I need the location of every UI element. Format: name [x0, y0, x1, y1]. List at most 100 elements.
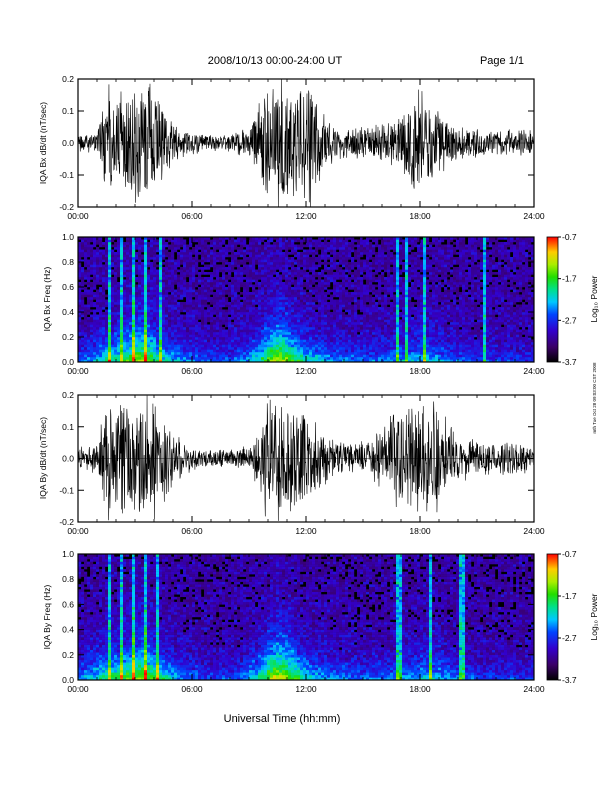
spectrogram-cell [354, 239, 358, 243]
spectrogram-cell [330, 334, 334, 338]
spectrogram-cell [375, 244, 379, 248]
spectrogram-cell [144, 287, 148, 290]
spectrogram-cell [282, 307, 286, 310]
spectrogram-cell [309, 284, 313, 288]
spectrogram-cell [387, 339, 391, 343]
spectrogram-cell [105, 284, 109, 288]
spectrogram-cell [276, 252, 280, 255]
spectrogram-cell [351, 332, 355, 335]
spectrogram-cell [204, 352, 208, 355]
spectrogram-cell [387, 262, 391, 265]
spectrogram-cell [294, 282, 298, 285]
spectrogram-cell [93, 274, 97, 278]
spectrogram-cell [312, 252, 316, 255]
spectrogram-cell [243, 334, 247, 338]
spectrogram-cell [153, 322, 157, 325]
spectrogram-cell [120, 332, 124, 335]
spectrogram-cell [228, 242, 232, 245]
spectrogram-cell [153, 259, 157, 263]
spectrogram-cell [261, 257, 265, 260]
spectrogram-cell [180, 242, 184, 245]
spectrogram-cell [102, 277, 106, 280]
spectrogram-cell [288, 279, 292, 283]
spectrogram-cell [279, 312, 283, 315]
spectrogram-cell [96, 344, 100, 348]
spectrogram-cell [102, 274, 106, 278]
spectrogram-cell [96, 304, 100, 308]
spectrogram-cell [156, 269, 160, 273]
spectrogram-cell [150, 242, 154, 245]
spectrogram-cell [300, 252, 304, 255]
spectrogram-cell [264, 272, 268, 275]
spectrogram-cell [81, 254, 85, 258]
spectrogram-cell [108, 237, 112, 240]
spectrogram-cell [306, 327, 310, 330]
spectrogram-cell [84, 319, 88, 323]
spectrogram-cell [162, 319, 166, 323]
spectrogram-cell [222, 319, 226, 323]
spectrogram-cell [306, 249, 310, 253]
spectrogram-cell [336, 287, 340, 290]
spectrogram-cell [306, 299, 310, 303]
spectrogram-cell [306, 297, 310, 300]
spectrogram-cell [186, 274, 190, 278]
spectrogram-cell [135, 352, 139, 355]
spectrogram-cell [240, 327, 244, 330]
spectrogram-cell [183, 277, 187, 280]
spectrogram-cell [351, 297, 355, 300]
spectrogram-cell [150, 312, 154, 315]
spectrogram-cell [144, 274, 148, 278]
spectrogram-cell [261, 304, 265, 308]
spectrogram-cell [87, 282, 91, 285]
spectrogram-cell [387, 237, 391, 240]
spectrogram-cell [300, 274, 304, 278]
spectrogram-cell [186, 337, 190, 340]
spectrogram-cell [309, 267, 313, 270]
spectrogram-cell [189, 337, 193, 340]
spectrogram-cell [288, 357, 292, 360]
spectrogram-cell [123, 267, 127, 270]
spectrogram-cell [120, 239, 124, 243]
spectrogram-cell [162, 317, 166, 320]
spectrogram-cell [237, 297, 241, 300]
spectrogram-cell [81, 357, 85, 360]
spectrogram-cell [123, 337, 127, 340]
spectrogram-cell [186, 249, 190, 253]
spectrogram-cell [261, 294, 265, 298]
spectrogram-cell [165, 289, 169, 293]
spectrogram-cell [384, 352, 388, 355]
spectrogram-cell [135, 292, 139, 295]
spectrogram-cell [108, 297, 112, 300]
spectrogram-cell [108, 239, 112, 243]
spectrogram-cell [147, 244, 151, 248]
spectrogram-cell [348, 247, 352, 250]
spectrogram-cell [159, 284, 163, 288]
spectrogram-cell [213, 339, 217, 343]
spectrogram-cell [201, 242, 205, 245]
spectrogram-cell [252, 299, 256, 303]
spectrogram-cell [372, 317, 376, 320]
spectrogram-cell [345, 254, 349, 258]
spectrogram-cell [213, 309, 217, 313]
spectrogram-cell [177, 344, 181, 348]
spectrogram-cell [351, 354, 355, 358]
spectrogram-cell [168, 312, 172, 315]
spectrogram-cell [153, 332, 157, 335]
spectrogram-cell [225, 347, 229, 350]
spectrogram-cell [108, 259, 112, 263]
spectrogram-cell [147, 279, 151, 283]
spectrogram-cell [351, 304, 355, 308]
spectrogram-cell [213, 239, 217, 243]
spectrogram-cell [189, 344, 193, 348]
spectrogram-cell [366, 287, 370, 290]
spectrogram-cell [210, 252, 214, 255]
spectrogram-cell [336, 354, 340, 358]
spectrogram-cell [228, 277, 232, 280]
spectrogram-cell [111, 332, 115, 335]
spectrogram-cell [207, 357, 211, 360]
spectrogram-cell [132, 257, 136, 260]
spectrogram-cell [198, 252, 202, 255]
spectrogram-cell [342, 269, 346, 273]
spectrogram-cell [312, 297, 316, 300]
spectrogram-cell [339, 297, 343, 300]
